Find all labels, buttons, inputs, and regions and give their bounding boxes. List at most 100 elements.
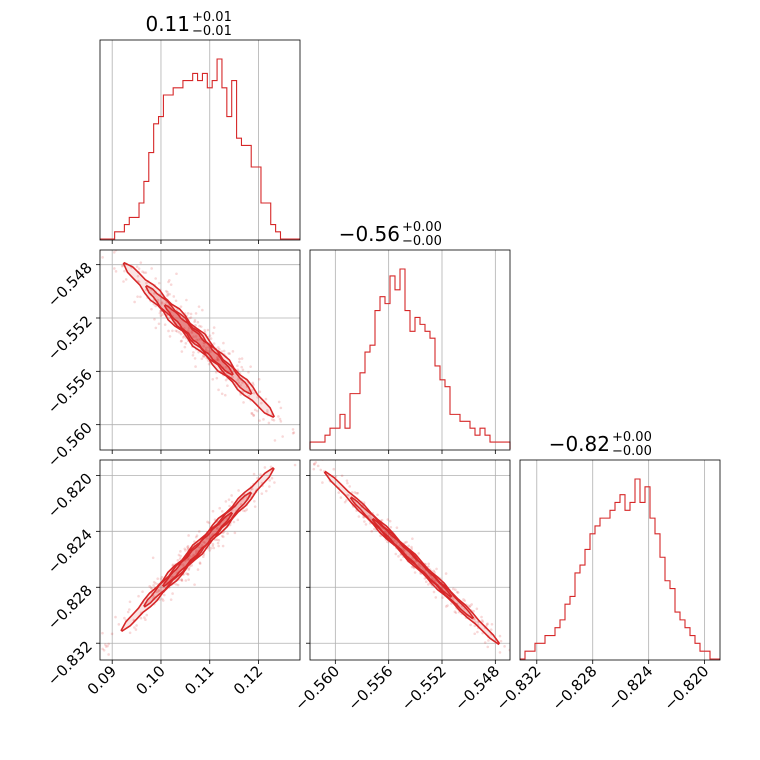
sample-point <box>190 564 194 567</box>
sample-point <box>207 521 211 525</box>
sample-point <box>139 261 143 264</box>
sample-point <box>217 544 220 548</box>
sample-point <box>163 593 166 597</box>
sample-point <box>209 350 213 353</box>
sample-point <box>180 578 183 582</box>
sample-point <box>348 485 352 488</box>
sample-point <box>413 571 417 574</box>
sample-point <box>239 384 242 387</box>
sample-point <box>139 616 143 620</box>
sample-point <box>184 549 187 552</box>
sample-point <box>251 388 254 392</box>
sample-point <box>216 355 219 359</box>
sample-point <box>306 463 309 466</box>
title-err-plus: +0.00 <box>612 430 652 445</box>
sample-point <box>223 393 227 397</box>
param-title-3: −0.82 +0.00−0.00 <box>549 430 652 459</box>
sample-point <box>124 278 128 281</box>
sample-point <box>187 568 191 571</box>
sample-point <box>208 334 212 337</box>
sample-point <box>269 465 273 469</box>
sample-point <box>370 529 374 533</box>
y-tick-label: −0.556 <box>44 365 96 417</box>
sample-point <box>250 412 253 415</box>
sample-point <box>123 616 126 620</box>
sample-point <box>407 544 410 548</box>
sample-point <box>101 631 104 635</box>
sample-point <box>480 615 483 619</box>
sample-point <box>337 491 341 494</box>
sample-point <box>251 381 255 385</box>
sample-point <box>194 535 198 539</box>
sample-point <box>194 312 198 315</box>
sample-point <box>215 358 219 362</box>
sample-point <box>217 538 221 542</box>
sample-point <box>170 575 174 579</box>
sample-point <box>270 476 274 480</box>
sample-point <box>202 355 205 359</box>
sample-point <box>198 562 202 565</box>
sample-point <box>142 271 146 274</box>
sample-point <box>188 316 191 320</box>
sample-point <box>174 583 178 586</box>
sample-point <box>103 245 106 248</box>
sample-point <box>148 584 152 588</box>
sample-point <box>195 534 199 537</box>
sample-point <box>198 324 201 328</box>
sample-point <box>347 494 350 497</box>
sample-point <box>312 467 316 471</box>
sample-point <box>368 515 371 518</box>
sample-point <box>386 540 389 544</box>
sample-point <box>122 280 125 283</box>
sample-point <box>101 256 104 259</box>
sample-point <box>423 577 427 580</box>
sample-point <box>200 357 204 361</box>
sample-point <box>362 515 365 519</box>
sample-point <box>217 359 220 362</box>
sample-point <box>196 568 200 571</box>
sample-point <box>207 345 211 349</box>
scatter-panel-2-1 <box>306 449 510 654</box>
sample-point <box>184 342 188 345</box>
x-tick-label: −0.820 <box>660 662 712 714</box>
sample-point <box>163 323 167 326</box>
sample-point <box>160 302 164 305</box>
sample-point <box>389 525 393 529</box>
sample-point <box>107 653 110 656</box>
sample-point <box>189 316 193 319</box>
sample-point <box>238 357 241 361</box>
sample-point <box>388 519 392 523</box>
sample-point <box>180 578 184 581</box>
sample-point <box>166 290 169 294</box>
sample-point <box>128 608 131 611</box>
sample-point <box>136 274 140 278</box>
sample-point <box>345 479 349 482</box>
sample-point <box>104 645 108 648</box>
x-tick-label: −0.832 <box>493 662 545 714</box>
sample-point <box>473 632 477 636</box>
sample-point <box>218 506 221 510</box>
sample-point <box>183 345 187 349</box>
sample-point <box>139 295 142 299</box>
sample-point <box>153 318 156 321</box>
sample-point <box>171 592 174 595</box>
sample-point <box>306 449 309 452</box>
sample-point <box>113 267 116 270</box>
sample-point <box>441 596 444 599</box>
sample-point <box>273 481 276 484</box>
sample-point <box>186 572 190 576</box>
sample-point <box>291 431 295 435</box>
sample-point <box>190 330 194 333</box>
contour-level-1 <box>120 466 275 633</box>
sample-point <box>176 559 180 562</box>
hist-panel-3 <box>519 459 721 661</box>
sample-point <box>179 550 182 553</box>
sample-point <box>90 637 93 640</box>
sample-point <box>226 532 229 535</box>
sample-point <box>334 475 338 478</box>
sample-point <box>211 331 215 335</box>
sample-point <box>411 556 414 560</box>
sample-point <box>187 326 191 330</box>
sample-point <box>355 491 358 495</box>
sample-point <box>399 558 403 562</box>
